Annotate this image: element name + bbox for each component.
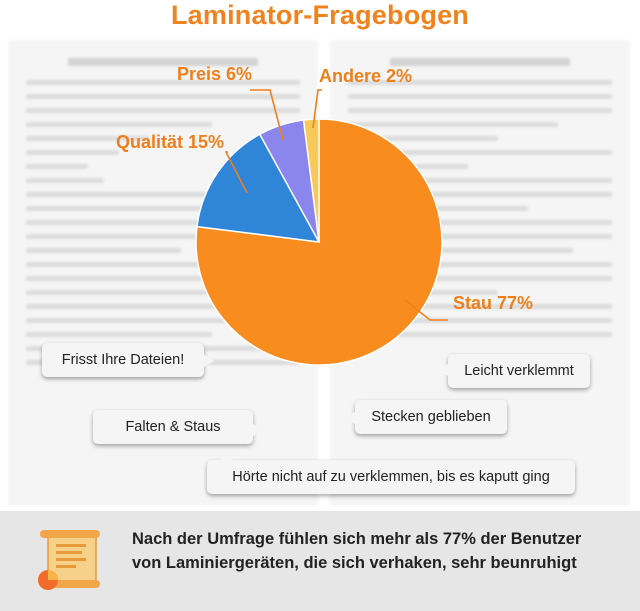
slice-label-3: Andere 2% xyxy=(319,66,412,86)
leader-line-0 xyxy=(404,299,448,321)
slice-label-1: Qualität 15% xyxy=(116,132,224,152)
footer-text: Nach der Umfrage fühlen sich mehr als 77… xyxy=(132,530,582,572)
pie-slice-3 xyxy=(302,118,320,243)
bubble-hoerte-text: Hörte nicht auf zu verklemmen, bis es ka… xyxy=(232,469,550,485)
bubble-falten: Falten & Staus xyxy=(93,410,263,444)
leader-line-1 xyxy=(224,151,248,194)
bubble-stecken: Stecken geblieben xyxy=(346,400,507,434)
leader-line-3 xyxy=(312,89,322,129)
footer-band xyxy=(0,511,640,611)
bubble-stecken-text: Stecken geblieben xyxy=(371,409,491,425)
slice-label-0: Stau 77% xyxy=(453,293,533,313)
bubble-hoerte: Hörte nicht auf zu verklemmen, bis es ka… xyxy=(207,451,575,494)
laminator-document-icon xyxy=(38,530,100,590)
slice-label-2: Preis 6% xyxy=(177,64,252,84)
bubble-frisst: Frisst Ihre Dateien! xyxy=(42,343,214,377)
bubble-leicht-text: Leicht verklemmt xyxy=(464,363,574,379)
page-title: Laminator-Fragebogen xyxy=(170,0,470,30)
pie-slice-1 xyxy=(196,133,321,243)
leader-line-2 xyxy=(250,89,284,141)
bubble-frisst-text: Frisst Ihre Dateien! xyxy=(61,352,185,368)
bubble-falten-text: Falten & Staus xyxy=(125,419,221,435)
bubble-leicht: Leicht verklemmt xyxy=(439,354,590,388)
